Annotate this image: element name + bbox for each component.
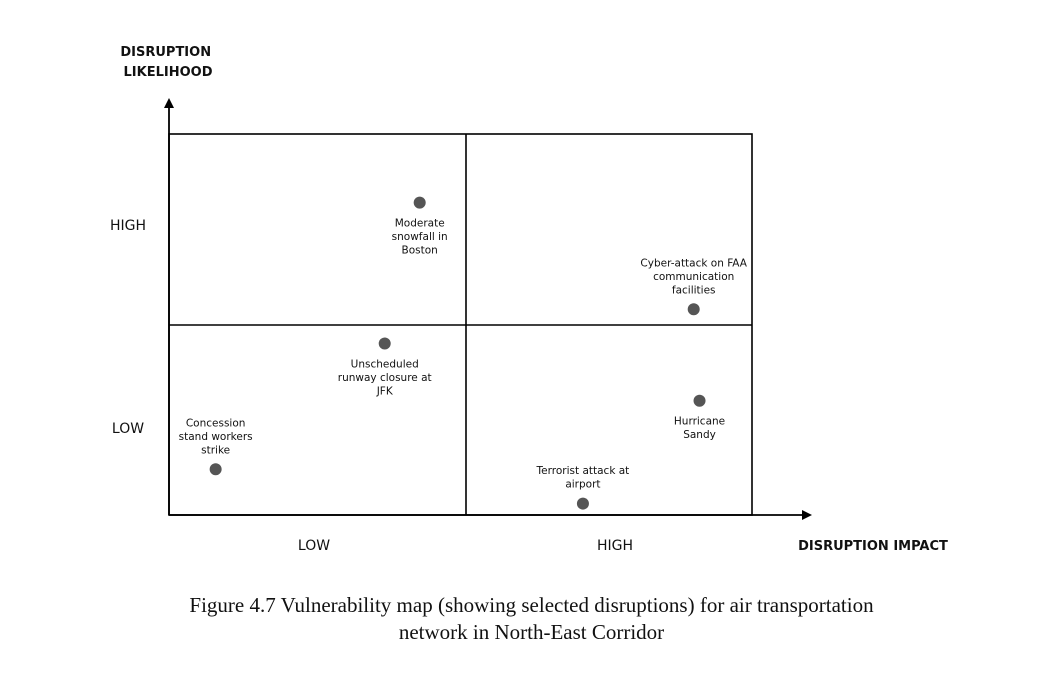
y-tick-high: HIGH (110, 218, 146, 234)
point-label-line: Sandy (683, 429, 716, 441)
point-label-line: airport (565, 479, 600, 491)
point-label-line: JFK (376, 386, 394, 398)
point-unscheduled-runway-closure-jfk: Unscheduled runway closure at JFK (338, 337, 432, 398)
figure-caption: Figure 4.7 Vulnerability map (showing se… (0, 592, 1063, 646)
point-hurricane-sandy: Hurricane Sandy (674, 394, 725, 442)
x-tick-low: LOW (298, 538, 330, 554)
point-moderate-snowfall-boston: Moderate snowfall in Boston (392, 196, 448, 257)
point-cyber-attack-faa: Cyber-attack on FAA communication faciliti… (640, 257, 748, 316)
point-label: Moderate snowfall in Boston (392, 218, 448, 257)
point-marker (687, 303, 700, 316)
point-concession-workers-strike: Concession stand workers strike (179, 417, 253, 476)
point-label-line: Unscheduled (351, 359, 419, 371)
y-axis-title-line-2: LIKELIHOOD (124, 65, 213, 80)
disruption-points: Moderate snowfall in Boston Cyber-attack on… (179, 196, 748, 510)
point-label: Unscheduled runway closure at JFK (338, 359, 432, 398)
caption-line-2: network in North-East Corridor (398, 620, 665, 644)
point-label: Cyber-attack on FAA communication faciliti… (640, 257, 747, 296)
x-axis-title: DISRUPTION IMPACT (798, 539, 948, 554)
point-label-line: Concession (186, 417, 246, 429)
y-tick-low: LOW (112, 421, 144, 437)
point-label: Concession stand workers strike (179, 417, 253, 456)
x-tick-high: HIGH (597, 538, 633, 554)
point-label-line: Terrorist attack at (536, 465, 630, 477)
point-label: Terrorist attack at airport (536, 465, 630, 491)
y-axis-title-line-1: DISRUPTION (120, 45, 211, 60)
point-label-line: communication (653, 271, 734, 283)
point-marker (209, 463, 222, 476)
point-marker (576, 497, 589, 510)
point-marker (378, 337, 391, 350)
point-label-line: strike (201, 444, 230, 456)
point-marker (693, 394, 706, 407)
caption-line-1: Figure 4.7 Vulnerability map (showing se… (189, 593, 874, 617)
point-label-line: runway closure at (338, 372, 432, 384)
point-label-line: Cyber-attack on FAA (640, 257, 747, 269)
point-label-line: Moderate (395, 218, 445, 230)
y-axis-title: DISRUPTION LIKELIHOOD (120, 45, 215, 80)
point-label: Hurricane Sandy (674, 416, 725, 442)
point-marker (413, 196, 426, 209)
point-label-line: snowfall in (392, 231, 448, 243)
point-label-line: stand workers (179, 431, 253, 443)
point-terrorist-attack-airport: Terrorist attack at airport (536, 465, 630, 510)
point-label-line: Boston (402, 245, 438, 257)
point-label-line: Hurricane (674, 416, 725, 428)
point-label-line: facilities (672, 284, 716, 296)
